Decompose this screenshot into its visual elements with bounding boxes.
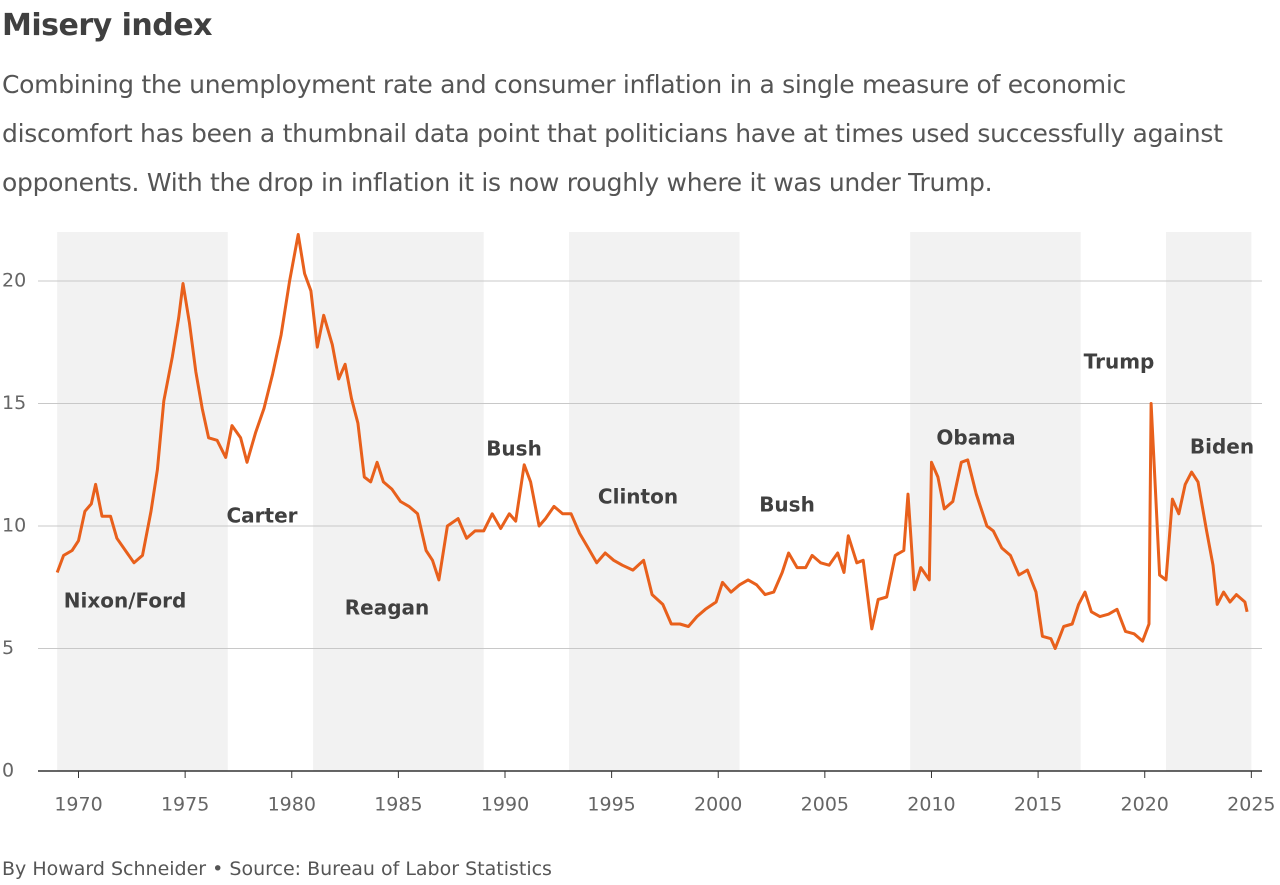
term-label: Obama [936, 426, 1015, 450]
y-tick-label: 15 [2, 392, 26, 414]
chart-title: Misery index [2, 8, 212, 43]
term-band [57, 232, 228, 771]
x-tick-label: 1990 [481, 794, 529, 816]
y-tick-label: 20 [2, 270, 26, 292]
x-tick-label: 1975 [161, 794, 209, 816]
x-tick-label: 1985 [374, 794, 422, 816]
misery-line [55, 233, 1249, 650]
x-tick-label: 1970 [54, 794, 102, 816]
y-tick-label: 10 [2, 515, 26, 537]
term-band [1166, 232, 1252, 771]
source-note: By Howard Schneider • Source: Bureau of … [2, 858, 552, 880]
y-tick-label: 0 [2, 760, 14, 782]
x-tick-label: 1995 [587, 794, 635, 816]
term-label: Carter [226, 504, 297, 528]
term-band [313, 232, 484, 771]
x-tick-label: 2020 [1121, 794, 1169, 816]
term-band [568, 232, 740, 771]
term-label: Reagan [345, 596, 430, 620]
term-label: Biden [1190, 435, 1254, 459]
term-band [910, 232, 1081, 771]
x-tick-label: 2025 [1227, 794, 1275, 816]
x-tick-label: 2010 [907, 794, 955, 816]
term-label: Clinton [598, 485, 678, 509]
term-label: Bush [486, 437, 542, 461]
x-tick-label: 1980 [268, 794, 316, 816]
x-tick-label: 2000 [694, 794, 742, 816]
x-tick-label: 2015 [1014, 794, 1062, 816]
x-tick-label: 2005 [801, 794, 849, 816]
y-tick-label: 5 [2, 637, 14, 659]
chart-subtitle: Combining the unemployment rate and cons… [2, 70, 1223, 197]
term-label: Nixon/Ford [64, 589, 187, 613]
term-label: Bush [759, 493, 815, 517]
term-label: Trump [1084, 350, 1155, 374]
